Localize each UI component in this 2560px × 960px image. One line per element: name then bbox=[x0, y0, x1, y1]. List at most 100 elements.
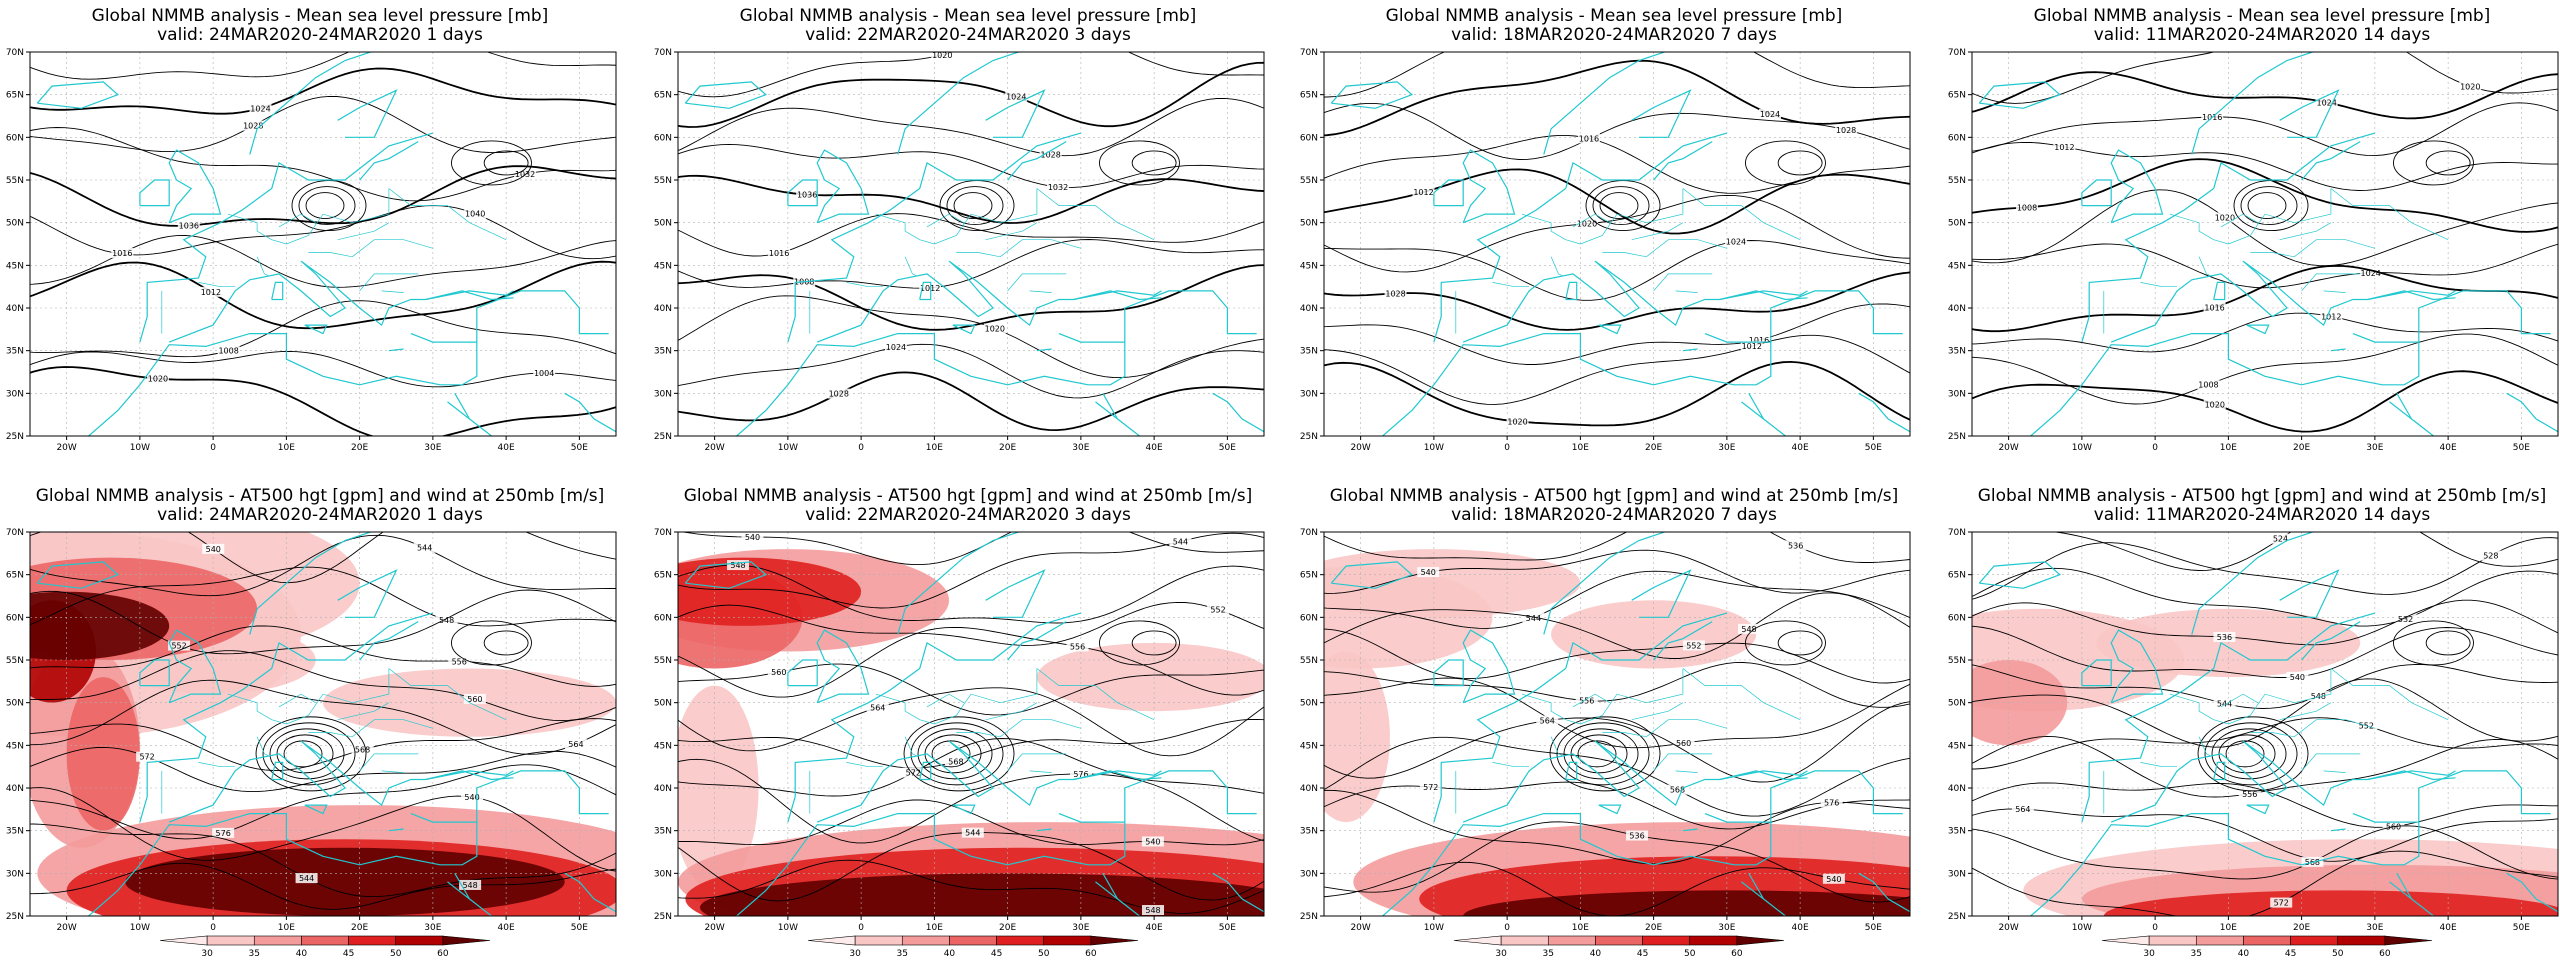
lat-tick-label: 30N bbox=[654, 869, 672, 879]
lat-tick-label: 65N bbox=[1948, 571, 1966, 581]
wind-colorbar: 30 35 40 45 50 60 bbox=[2101, 935, 2433, 959]
lon-tick-label: 10E bbox=[278, 923, 295, 933]
lon-tick-label: 20E bbox=[351, 443, 368, 453]
lon-tick-label: 0 bbox=[210, 443, 216, 453]
contour-label: 1012 bbox=[1742, 342, 1762, 351]
lon-tick-label: 40E bbox=[2440, 923, 2457, 933]
panel-valid-date: valid: 18MAR2020-24MAR2020 7 days bbox=[1451, 25, 1777, 45]
lon-tick-label: 10E bbox=[1572, 443, 1589, 453]
lat-tick-label: 40N bbox=[1300, 784, 1318, 794]
lon-tick-label: 20W bbox=[56, 923, 76, 933]
panel-valid-date: valid: 24MAR2020-24MAR2020 1 days bbox=[157, 25, 483, 45]
contour-label: 1016 bbox=[769, 249, 789, 258]
lat-tick-label: 65N bbox=[1300, 571, 1318, 581]
panel-valid-date: valid: 11MAR2020-24MAR2020 14 days bbox=[2093, 505, 2431, 525]
lon-tick-label: 20E bbox=[2293, 443, 2310, 453]
contour-label: 572 bbox=[906, 769, 921, 778]
contour-label: 552 bbox=[1210, 606, 1225, 615]
lat-tick-label: 45N bbox=[6, 741, 24, 751]
contour-label: 548 bbox=[2311, 692, 2326, 701]
lat-tick-label: 35N bbox=[1948, 827, 1966, 837]
colorbar-tick-label: 50 bbox=[2332, 949, 2344, 959]
lat-tick-label: 30N bbox=[6, 389, 24, 399]
contour-label: 564 bbox=[870, 704, 885, 713]
lat-tick-label: 50N bbox=[1300, 699, 1318, 709]
lat-tick-label: 65N bbox=[1300, 91, 1318, 101]
contour-label: 1012 bbox=[2321, 312, 2341, 321]
lon-tick-label: 50E bbox=[1219, 443, 1236, 453]
lat-tick-label: 50N bbox=[1300, 219, 1318, 229]
contour-label: 1028 bbox=[1385, 289, 1405, 298]
colorbar-tick-label: 40 bbox=[1590, 949, 1602, 959]
lat-tick-label: 50N bbox=[6, 699, 24, 709]
contour-label: 1020 bbox=[2460, 82, 2480, 91]
lat-tick-label: 70N bbox=[654, 48, 672, 58]
lon-tick-label: 50E bbox=[571, 923, 588, 933]
map-panel-3: Global NMMB analysis - Mean sea level pr… bbox=[1294, 0, 1934, 480]
lat-tick-label: 60N bbox=[1948, 133, 1966, 143]
colorbar-tick-label: 50 bbox=[1038, 949, 1050, 959]
contour-label: 1024 bbox=[2316, 98, 2336, 107]
wind-speed-shading bbox=[1324, 651, 1390, 823]
lat-tick-label: 55N bbox=[654, 176, 672, 186]
contour-label: 548 bbox=[730, 561, 745, 570]
lat-tick-label: 60N bbox=[654, 613, 672, 623]
map-canvas: 1020102410281016101210201024102810161012… bbox=[1300, 48, 1911, 453]
lon-tick-label: 30E bbox=[1072, 443, 1089, 453]
colorbar-tick-label: 45 bbox=[343, 949, 354, 959]
lon-tick-label: 0 bbox=[858, 923, 864, 933]
panel-title: Global NMMB analysis - Mean sea level pr… bbox=[739, 6, 1197, 26]
contour-label: 540 bbox=[206, 545, 221, 554]
colorbar-tick-label: 60 bbox=[2379, 949, 2391, 959]
map-panel-4: Global NMMB analysis - Mean sea level pr… bbox=[1942, 0, 2560, 480]
lon-tick-label: 40E bbox=[498, 923, 515, 933]
lat-tick-label: 70N bbox=[1948, 48, 1966, 58]
contour-label: 536 bbox=[1788, 541, 1803, 550]
lat-tick-label: 60N bbox=[1300, 613, 1318, 623]
lon-tick-label: 30E bbox=[2366, 923, 2383, 933]
lat-tick-label: 65N bbox=[1948, 91, 1966, 101]
lon-tick-label: 10W bbox=[130, 923, 150, 933]
contour-label: 1020 bbox=[985, 324, 1005, 333]
map-canvas: 540 544 548 552 556 560 564 568 572 576 540 544 548 2… bbox=[654, 528, 1265, 959]
lon-tick-label: 0 bbox=[210, 923, 216, 933]
contour-label: 532 bbox=[2398, 615, 2413, 624]
lat-tick-label: 45N bbox=[654, 261, 672, 271]
panel-valid-date: valid: 18MAR2020-24MAR2020 7 days bbox=[1451, 505, 1777, 525]
lon-tick-label: 20E bbox=[999, 443, 1016, 453]
contour-label: 548 bbox=[462, 881, 477, 890]
contour-label: 560 bbox=[1676, 739, 1691, 748]
lon-tick-label: 30E bbox=[1718, 443, 1735, 453]
contour-label: 1024 bbox=[2361, 269, 2381, 278]
lon-tick-label: 10E bbox=[926, 923, 943, 933]
contour-label: 552 bbox=[171, 642, 186, 651]
contour-label: 1020 bbox=[148, 375, 168, 384]
lon-tick-label: 20E bbox=[351, 923, 368, 933]
contour-label: 576 bbox=[1073, 770, 1088, 779]
lat-tick-label: 45N bbox=[1948, 261, 1966, 271]
contour-label: 1028 bbox=[829, 390, 849, 399]
lat-tick-label: 35N bbox=[654, 347, 672, 357]
lat-tick-label: 55N bbox=[1300, 176, 1318, 186]
contour-label: 1032 bbox=[1048, 183, 1068, 192]
lat-tick-label: 70N bbox=[1300, 48, 1318, 58]
lat-tick-label: 50N bbox=[654, 219, 672, 229]
wind-colorbar: 30 35 40 45 50 60 bbox=[1453, 935, 1785, 959]
colorbar-tick-label: 50 bbox=[390, 949, 402, 959]
lat-tick-label: 60N bbox=[654, 133, 672, 143]
contour-label: 548 bbox=[1741, 625, 1756, 634]
contour-label: 540 bbox=[464, 793, 479, 802]
lon-tick-label: 10W bbox=[778, 923, 798, 933]
lat-tick-label: 35N bbox=[6, 827, 24, 837]
map-panel-6: Global NMMB analysis - AT500 hgt [gpm] a… bbox=[648, 480, 1288, 960]
contour-label: 1024 bbox=[1006, 93, 1026, 102]
colorbar-tick-label: 40 bbox=[944, 949, 956, 959]
contour-label: 548 bbox=[1145, 906, 1160, 915]
lat-tick-label: 40N bbox=[1300, 304, 1318, 314]
contour-label: 548 bbox=[439, 616, 454, 625]
contour-label: 1004 bbox=[534, 369, 554, 378]
map-canvas: 536 540 544 548 552 556 560 564 568 572 576 536 540 2… bbox=[1300, 528, 1911, 959]
lon-tick-label: 20W bbox=[1350, 923, 1370, 933]
colorbar-tick-label: 35 bbox=[897, 949, 908, 959]
map-panel-7: Global NMMB analysis - AT500 hgt [gpm] a… bbox=[1294, 480, 1934, 960]
